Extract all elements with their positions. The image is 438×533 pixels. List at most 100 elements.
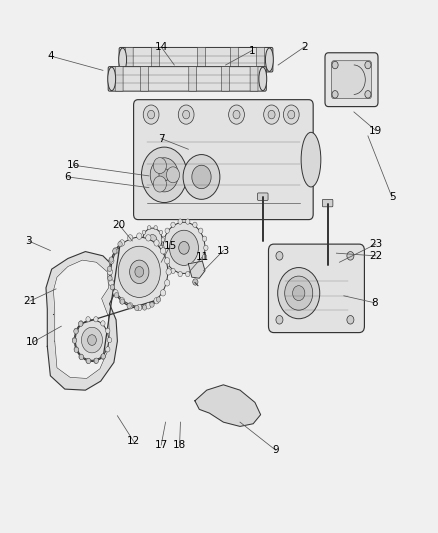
Circle shape [78, 321, 83, 326]
Text: 17: 17 [155, 440, 168, 450]
Circle shape [81, 327, 102, 353]
Circle shape [146, 235, 151, 241]
Circle shape [233, 110, 240, 119]
Circle shape [107, 269, 113, 275]
Circle shape [72, 338, 77, 343]
Circle shape [134, 305, 139, 311]
Text: 20: 20 [113, 220, 126, 230]
Circle shape [142, 245, 146, 249]
Circle shape [153, 176, 166, 192]
Circle shape [130, 260, 149, 284]
Ellipse shape [265, 48, 273, 71]
FancyBboxPatch shape [322, 199, 333, 207]
Circle shape [107, 337, 112, 343]
Polygon shape [46, 252, 117, 390]
Circle shape [183, 110, 190, 119]
Circle shape [79, 321, 83, 326]
Circle shape [193, 265, 200, 274]
Circle shape [109, 280, 114, 286]
Circle shape [74, 329, 78, 334]
Ellipse shape [301, 132, 321, 187]
Circle shape [198, 262, 203, 268]
Circle shape [118, 246, 160, 297]
FancyBboxPatch shape [134, 100, 313, 220]
Circle shape [283, 105, 299, 124]
Circle shape [178, 271, 182, 277]
Circle shape [108, 276, 112, 281]
Text: 21: 21 [23, 296, 36, 306]
Circle shape [161, 236, 166, 241]
Circle shape [150, 158, 178, 192]
Text: 3: 3 [25, 236, 32, 246]
Circle shape [141, 147, 187, 203]
Circle shape [276, 252, 283, 260]
Text: 18: 18 [173, 440, 186, 450]
Circle shape [160, 289, 166, 296]
Text: 4: 4 [47, 51, 54, 61]
Circle shape [110, 285, 114, 290]
FancyBboxPatch shape [250, 67, 258, 91]
FancyBboxPatch shape [141, 67, 148, 91]
Text: 10: 10 [26, 337, 39, 347]
Circle shape [120, 240, 125, 246]
Circle shape [178, 105, 194, 124]
Circle shape [74, 328, 78, 334]
Circle shape [171, 222, 175, 228]
Text: 12: 12 [127, 437, 140, 446]
Circle shape [154, 250, 157, 254]
Circle shape [332, 91, 338, 98]
Circle shape [143, 105, 159, 124]
Circle shape [365, 91, 371, 98]
Circle shape [154, 297, 159, 304]
Text: 16: 16 [67, 160, 80, 170]
FancyBboxPatch shape [198, 47, 205, 72]
Text: 19: 19 [369, 126, 382, 135]
Circle shape [94, 358, 99, 364]
Text: 23: 23 [369, 239, 382, 249]
Text: 5: 5 [389, 192, 396, 202]
Polygon shape [195, 385, 261, 426]
Circle shape [153, 158, 166, 174]
Circle shape [161, 238, 165, 242]
Text: 9: 9 [272, 446, 279, 455]
Circle shape [293, 286, 305, 301]
Circle shape [202, 236, 207, 241]
Circle shape [94, 317, 98, 322]
FancyBboxPatch shape [189, 67, 197, 91]
Text: 11: 11 [196, 252, 209, 262]
Circle shape [86, 358, 90, 364]
FancyBboxPatch shape [115, 67, 123, 91]
FancyBboxPatch shape [258, 193, 268, 200]
Circle shape [109, 257, 114, 264]
Text: 7: 7 [158, 134, 165, 143]
Circle shape [127, 303, 133, 309]
Circle shape [166, 269, 171, 275]
Text: 1: 1 [248, 46, 255, 55]
Ellipse shape [259, 67, 267, 91]
Circle shape [193, 279, 198, 285]
Circle shape [79, 354, 83, 359]
Text: 15: 15 [163, 241, 177, 251]
Circle shape [127, 303, 131, 309]
FancyBboxPatch shape [108, 67, 266, 91]
Circle shape [101, 321, 105, 326]
FancyBboxPatch shape [332, 61, 371, 99]
Circle shape [113, 248, 117, 254]
Circle shape [229, 105, 244, 124]
Circle shape [159, 245, 162, 249]
Text: 8: 8 [371, 298, 378, 308]
Circle shape [178, 219, 182, 224]
Circle shape [113, 289, 118, 296]
Circle shape [159, 230, 162, 235]
Ellipse shape [108, 67, 116, 91]
Circle shape [198, 228, 203, 233]
Circle shape [156, 297, 161, 302]
Polygon shape [53, 260, 110, 378]
Circle shape [192, 165, 211, 189]
Circle shape [170, 230, 198, 265]
Circle shape [165, 257, 170, 264]
Circle shape [118, 241, 122, 247]
Circle shape [79, 354, 84, 360]
Circle shape [74, 347, 78, 352]
FancyBboxPatch shape [325, 53, 378, 107]
